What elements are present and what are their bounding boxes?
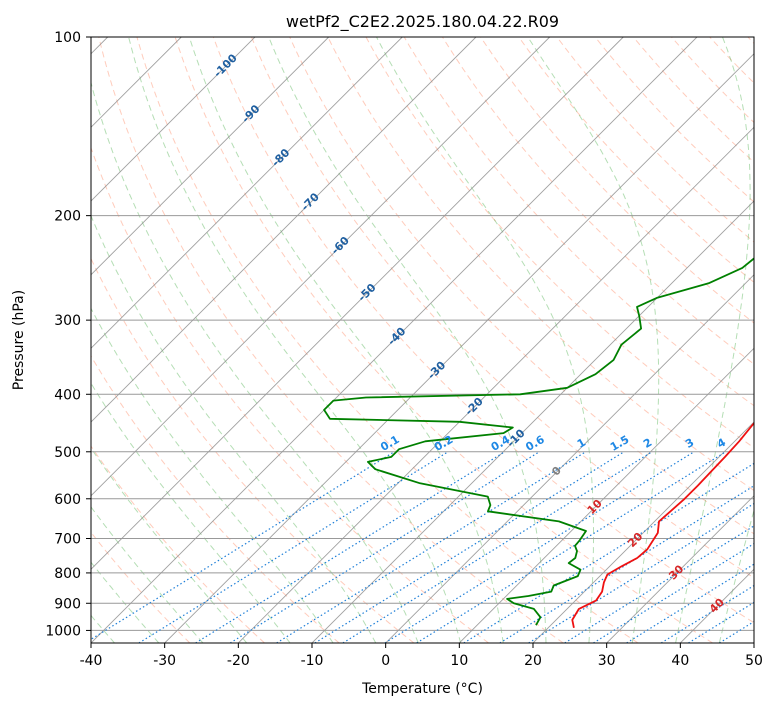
y-tick-label: 100 [54, 30, 81, 46]
mixing-ratio-line [229, 451, 540, 643]
isotherm-line [91, 37, 330, 276]
moist-adiabat-line [675, 37, 751, 643]
axes: -40 -30 -20 -10 0 10 20 30 40 50 100 200 300 400 500 60… [45, 30, 763, 669]
dry-adiabat-line [212, 37, 754, 624]
x-tick-label: 50 [745, 653, 763, 669]
moist-adiabat-line [91, 382, 291, 643]
x-tick-label: 20 [524, 653, 542, 669]
moist-adiabat-line [91, 80, 419, 643]
y-tick-label: 200 [54, 209, 81, 225]
x-axis-label: Temperature (°C) [361, 681, 483, 697]
dry-adiabat-line [518, 37, 754, 283]
moist-adiabat-line [188, 37, 504, 643]
x-tick-label: 40 [671, 653, 689, 669]
isotherm-line [164, 53, 754, 643]
isotherm-line [91, 37, 624, 570]
moist-adiabat-line [91, 447, 248, 643]
y-tick-label: 700 [54, 532, 81, 548]
dry-adiabat-line [289, 37, 754, 535]
mixing-ratio-line [138, 451, 449, 643]
mixing-ratio-line [660, 584, 754, 643]
x-tick-label: -30 [153, 653, 176, 669]
plot-frame [90, 36, 755, 644]
y-tick-label: 900 [54, 596, 81, 612]
y-tick-label: 500 [54, 445, 81, 461]
y-tick-label: 1000 [45, 623, 81, 639]
dry-adiabat-line [327, 37, 754, 492]
dry-adiabat-line [174, 37, 713, 643]
mixing-ratio-line [416, 451, 727, 643]
dry-adiabat-line [480, 37, 754, 324]
dry-adiabat-line [632, 37, 754, 163]
moist-adiabat-line [91, 561, 160, 643]
mixing-ratio-line [499, 485, 754, 643]
y-tick-label: 600 [54, 492, 81, 508]
y-axis-label: Pressure (hPa) [11, 290, 27, 390]
dry-adiabat-line [594, 37, 754, 203]
moist-adiabat-line [128, 37, 462, 643]
x-tick-label: -20 [227, 653, 250, 669]
x-tick-label: 0 [381, 653, 390, 669]
y-tick-label: 400 [54, 387, 81, 403]
isotherm-line [532, 421, 754, 643]
mixing-ratio-line [564, 525, 754, 643]
x-tick-label: 30 [598, 653, 616, 669]
mixing-ratio-line [314, 451, 625, 643]
moist-adiabat-line [91, 506, 204, 643]
isotherm-line [91, 37, 403, 349]
dry-adiabat-line [91, 257, 415, 643]
moist-adiabat-line [527, 37, 660, 643]
isotherm-line [91, 37, 256, 202]
mixing-ratio-line [342, 451, 653, 643]
mixing-ratio-line [528, 502, 754, 643]
mixing-ratio-line [384, 451, 695, 643]
isotherm-line [311, 200, 754, 643]
y-tick-label: 800 [54, 566, 81, 582]
y-tick-label: 300 [54, 313, 81, 329]
mixing-ratio-line [593, 542, 754, 643]
isotherm-line [458, 347, 754, 643]
isotherm-line [91, 37, 477, 423]
isotherm-line [606, 495, 754, 643]
dry-adiabat-line [403, 37, 754, 407]
isotherm-line [385, 274, 754, 643]
dry-adiabat-line [136, 37, 639, 643]
temperature-profile-line [571, 421, 754, 628]
mixing-ratio-line [276, 451, 587, 643]
isotherm-line [91, 37, 698, 643]
moist-adiabat-line [268, 37, 547, 643]
moist-adiabat-line [718, 508, 754, 643]
isotherm-line [91, 37, 551, 497]
mixing-ratio-line [463, 462, 754, 643]
mixing-ratio-line [626, 563, 754, 643]
x-tick-label: -10 [301, 653, 324, 669]
plot-area [91, 37, 754, 643]
mixing-ratio-line [91, 451, 395, 641]
dry-adiabat-line [98, 37, 564, 643]
dry-adiabat-line [91, 445, 265, 643]
mixing-ratio-line [688, 601, 754, 643]
x-tick-label: 10 [450, 653, 468, 669]
dry-adiabat-line [365, 37, 754, 449]
moist-adiabat-line [91, 307, 334, 643]
mixing-ratio-line [195, 451, 506, 643]
dewpoint-profile-line [323, 257, 754, 626]
chart-title: wetPf2_C2E2.2025.180.04.22.R09 [286, 12, 559, 32]
moist-adiabat-line [376, 37, 594, 643]
isotherm-line [237, 126, 754, 643]
x-tick-label: -40 [80, 653, 103, 669]
